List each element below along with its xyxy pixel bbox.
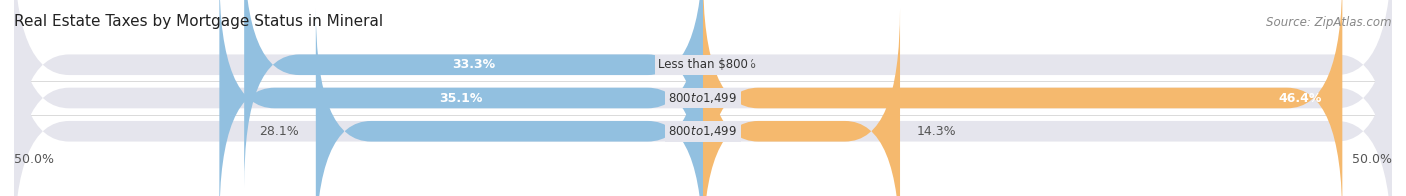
Text: 14.3%: 14.3% bbox=[917, 125, 956, 138]
Text: Less than $800: Less than $800 bbox=[658, 58, 748, 71]
Text: 50.0%: 50.0% bbox=[1353, 153, 1392, 166]
FancyBboxPatch shape bbox=[219, 0, 703, 196]
Text: 35.1%: 35.1% bbox=[440, 92, 482, 104]
Text: 46.4%: 46.4% bbox=[1278, 92, 1322, 104]
Text: 0.0%: 0.0% bbox=[724, 58, 755, 71]
Text: 50.0%: 50.0% bbox=[14, 153, 53, 166]
Text: Real Estate Taxes by Mortgage Status in Mineral: Real Estate Taxes by Mortgage Status in … bbox=[14, 14, 384, 29]
Text: Source: ZipAtlas.com: Source: ZipAtlas.com bbox=[1267, 16, 1392, 29]
FancyBboxPatch shape bbox=[316, 9, 703, 196]
FancyBboxPatch shape bbox=[245, 0, 703, 187]
Text: 33.3%: 33.3% bbox=[451, 58, 495, 71]
Text: $800 to $1,499: $800 to $1,499 bbox=[668, 91, 738, 105]
Text: $800 to $1,499: $800 to $1,499 bbox=[668, 124, 738, 138]
FancyBboxPatch shape bbox=[14, 9, 1392, 196]
FancyBboxPatch shape bbox=[703, 9, 900, 196]
FancyBboxPatch shape bbox=[703, 0, 1343, 196]
FancyBboxPatch shape bbox=[14, 0, 1392, 196]
Text: 28.1%: 28.1% bbox=[260, 125, 299, 138]
FancyBboxPatch shape bbox=[14, 0, 1392, 187]
